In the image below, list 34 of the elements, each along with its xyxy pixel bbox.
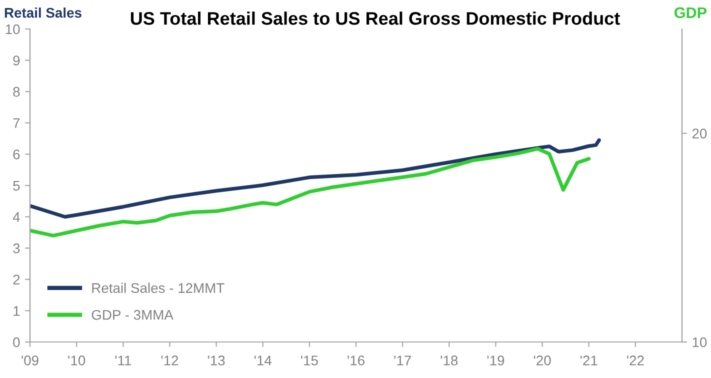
y2-tick-label: 20 [692,128,707,139]
x-tick-label: '12 [161,356,178,366]
y-tick-label: 9 [13,56,20,66]
legend-label: GDP - 3MMA [92,310,174,320]
x-tick-label: '15 [301,356,318,366]
x-tick-label: '18 [440,356,458,366]
legend-label: Retail Sales - 12MMT [92,282,224,293]
y-axis-title: Retail Sales [4,8,82,18]
y-tick-label: 0 [13,337,20,348]
x-tick-label: '13 [208,356,225,366]
y-tick-label: 8 [13,86,20,97]
line-series [30,138,601,219]
chart-title: US Total Retail Sales to US Real Gross Domestic Product [130,12,620,25]
x-tick-label: '11 [115,356,132,366]
x-tick-label: '21 [580,356,598,366]
x-tick-label: '09 [22,356,38,366]
y-tick-label: 4 [12,212,20,222]
y-tick-label: 10 [6,24,20,34]
y-tick-label: 6 [13,150,20,160]
y-tick-label: 1 [14,306,20,316]
y-tick-label: 7 [13,118,20,128]
x-tick-label: '14 [254,356,272,366]
y2-tick-label: 10 [692,337,707,348]
x-tick-label: '20 [534,356,551,366]
y-tick-label: 2 [13,274,20,284]
y2-axis-title: GDP [674,7,706,18]
x-tick-label: '19 [487,356,504,366]
x-tick-label: '10 [68,356,86,366]
y-tick-label: 5 [13,180,20,191]
line-series [30,146,591,238]
y-tick-label: 3 [13,243,20,254]
x-tick-label: '17 [394,356,411,366]
x-tick-label: '22 [627,356,644,366]
x-tick-label: '16 [348,356,364,366]
